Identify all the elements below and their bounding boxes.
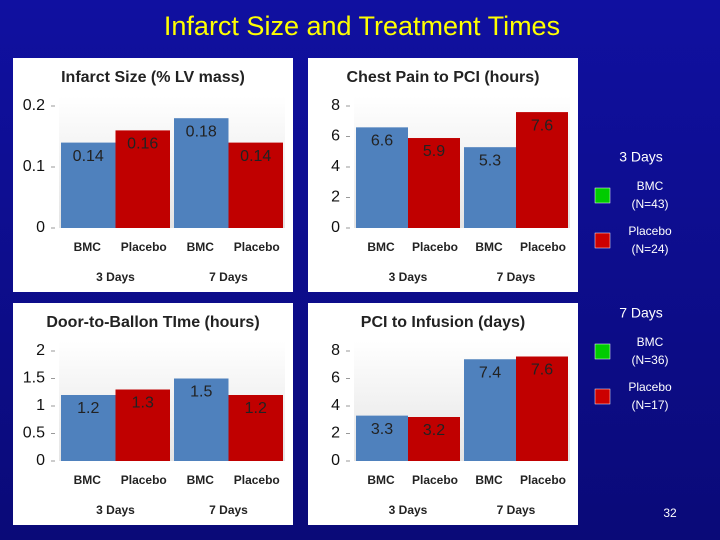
y-tick-label: 6 (331, 128, 340, 145)
legend-group-title: 3 Days (619, 149, 663, 165)
legend-swatch (594, 343, 611, 360)
x-tick-label: BMC (187, 240, 215, 254)
value-label: 0.14 (73, 148, 104, 165)
bar (228, 395, 283, 461)
y-tick-label: 8 (331, 97, 340, 114)
group-label: 7 Days (209, 503, 248, 517)
value-label: 1.2 (245, 400, 267, 417)
group-label: 7 Days (497, 270, 536, 284)
x-tick-label: BMC (367, 240, 395, 254)
slide-title: Infarct Size and Treatment Times (164, 11, 560, 41)
value-label: 7.6 (531, 117, 553, 134)
y-tick-label: 0 (36, 452, 45, 469)
y-tick-label: 4 (331, 397, 340, 414)
x-tick-label: BMC (475, 473, 503, 487)
chart-title: PCI to Infusion (days) (361, 314, 525, 331)
chart-title: Infarct Size (% LV mass) (61, 69, 245, 86)
value-label: 3.3 (371, 421, 393, 438)
legend-count: (N=24) (631, 242, 668, 256)
legend-swatch (594, 388, 611, 405)
group-label: 7 Days (497, 503, 536, 517)
bar (174, 378, 229, 461)
value-label: 7.4 (479, 364, 501, 381)
x-tick-label: BMC (187, 473, 215, 487)
legend-count: (N=36) (631, 353, 668, 367)
bar (516, 112, 568, 228)
x-tick-label: BMC (367, 473, 395, 487)
value-label: 6.6 (371, 133, 393, 150)
chart-title: Door-to-Ballon TIme (hours) (46, 314, 259, 331)
bar (356, 415, 408, 461)
value-label: 1.3 (132, 395, 154, 412)
bar (228, 142, 283, 228)
value-label: 3.2 (423, 422, 445, 439)
bar (115, 389, 170, 461)
y-tick-label: 0 (331, 452, 340, 469)
bar (516, 356, 568, 461)
x-tick-label: Placebo (412, 240, 458, 254)
legend-group-title: 7 Days (619, 305, 663, 321)
bar (464, 147, 516, 228)
page-number: 32 (663, 506, 677, 520)
bar (61, 142, 116, 228)
x-tick-label: Placebo (520, 240, 566, 254)
x-tick-label: Placebo (412, 473, 458, 487)
bar (61, 395, 116, 461)
group-label: 3 Days (389, 270, 428, 284)
x-tick-label: BMC (74, 240, 102, 254)
y-tick-label: 0.1 (23, 158, 45, 175)
group-label: 3 Days (389, 503, 428, 517)
y-tick-label: 1.5 (23, 370, 45, 387)
legend-count: (N=43) (631, 197, 668, 211)
legend-label: Placebo (628, 224, 672, 238)
y-tick-label: 2 (36, 342, 45, 359)
legend-label: BMC (637, 179, 664, 193)
bar (115, 130, 170, 228)
y-tick-label: 8 (331, 342, 340, 359)
x-tick-label: Placebo (121, 240, 167, 254)
legend-swatch (594, 187, 611, 204)
value-label: 0.16 (127, 136, 158, 153)
y-tick-label: 2 (331, 189, 340, 206)
y-tick-label: 1 (36, 397, 45, 414)
group-label: 3 Days (96, 270, 135, 284)
bar (464, 359, 516, 461)
value-label: 7.6 (531, 362, 553, 379)
group-label: 7 Days (209, 270, 248, 284)
value-label: 5.3 (479, 152, 501, 169)
y-tick-label: 6 (331, 370, 340, 387)
legend-label: BMC (637, 335, 664, 349)
value-label: 5.9 (423, 143, 445, 160)
bar (408, 417, 460, 461)
bar (356, 127, 408, 228)
value-label: 1.2 (77, 400, 99, 417)
x-tick-label: BMC (475, 240, 503, 254)
y-tick-label: 0 (331, 219, 340, 236)
chart-title: Chest Pain to PCI (hours) (347, 69, 540, 86)
bar (408, 138, 460, 228)
x-tick-label: Placebo (121, 473, 167, 487)
value-label: 0.14 (240, 148, 271, 165)
y-tick-label: 0.2 (23, 97, 45, 114)
x-tick-label: BMC (74, 473, 102, 487)
y-tick-label: 0 (36, 219, 45, 236)
value-label: 0.18 (186, 123, 217, 140)
x-tick-label: Placebo (520, 473, 566, 487)
legend-label: Placebo (628, 380, 672, 394)
legend-count: (N=17) (631, 398, 668, 412)
x-tick-label: Placebo (234, 473, 280, 487)
x-tick-label: Placebo (234, 240, 280, 254)
legend-swatch (594, 232, 611, 249)
y-tick-label: 2 (331, 425, 340, 442)
value-label: 1.5 (190, 384, 212, 401)
y-tick-label: 4 (331, 158, 340, 175)
bar (174, 118, 229, 228)
y-tick-label: 0.5 (23, 425, 45, 442)
group-label: 3 Days (96, 503, 135, 517)
